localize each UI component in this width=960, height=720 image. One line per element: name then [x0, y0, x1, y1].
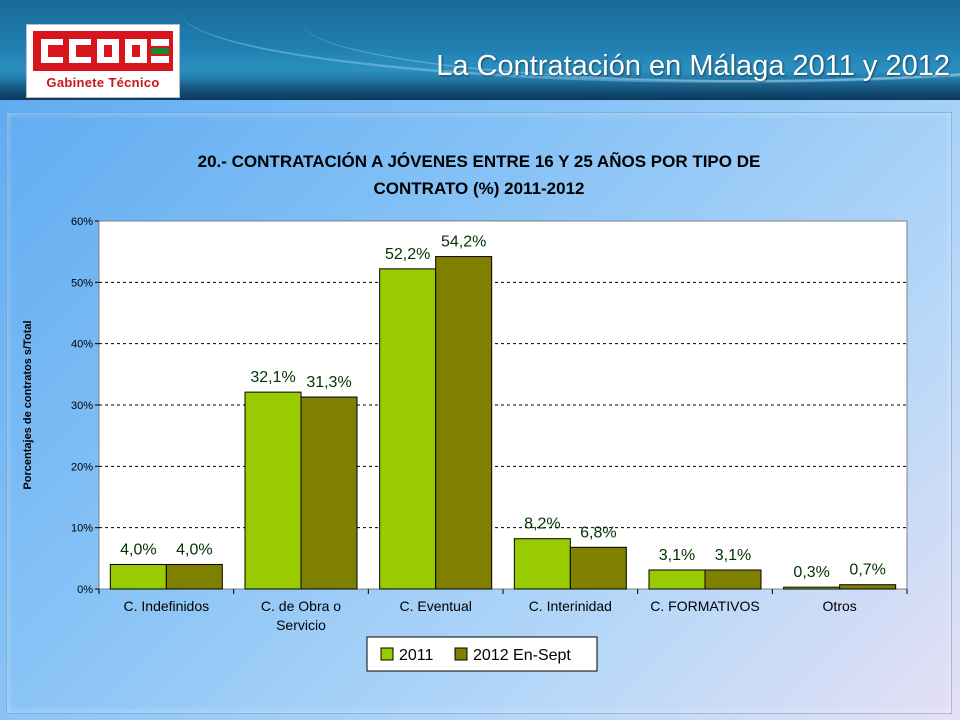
- x-tick-label: C. Interinidad: [529, 598, 612, 614]
- bar-2011: [109, 563, 167, 590]
- legend-swatch: [380, 647, 394, 661]
- x-tick-label: Otros: [823, 598, 857, 614]
- chart-title: CONTRATO (%) 2011-2012: [374, 179, 585, 198]
- bar-2012-en-sept: [839, 584, 897, 590]
- data-label: 0,7%: [849, 562, 885, 579]
- logo-mark: [33, 31, 173, 71]
- data-label: 32,1%: [250, 369, 295, 386]
- x-tick-label: C. Eventual: [399, 598, 471, 614]
- bar-2012-en-sept: [704, 569, 762, 590]
- data-label: 4,0%: [120, 541, 156, 558]
- bar-2011: [379, 268, 437, 590]
- y-tick-label: 30%: [71, 400, 93, 412]
- logo-subtitle: Gabinete Técnico: [46, 75, 160, 90]
- data-label: 4,0%: [176, 541, 212, 558]
- ccoo-logo-icon: [41, 39, 169, 63]
- y-axis-label: Porcentajes de contratos s/Total: [22, 320, 34, 489]
- data-label: 6,8%: [580, 524, 616, 541]
- bar-2012-en-sept: [435, 256, 493, 590]
- chart-frame: 20.- CONTRATACIÓN A JÓVENES ENTRE 16 Y 2…: [6, 112, 952, 714]
- data-label: 54,2%: [441, 234, 486, 251]
- bar-2011: [648, 569, 706, 590]
- bar-2011: [783, 586, 841, 590]
- data-label: 0,3%: [793, 564, 829, 581]
- bar-2012-en-sept: [300, 396, 358, 590]
- data-label: 3,1%: [659, 547, 695, 564]
- legend-box: [366, 636, 598, 672]
- y-tick-label: 10%: [71, 523, 93, 535]
- y-tick-label: 0%: [77, 584, 93, 596]
- bar-2011: [513, 538, 571, 590]
- bar-chart: 20.- CONTRATACIÓN A JÓVENES ENTRE 16 Y 2…: [22, 151, 908, 672]
- x-tick-label: Servicio: [276, 617, 326, 633]
- y-tick-label: 50%: [71, 277, 93, 289]
- data-label: 8,2%: [524, 516, 560, 533]
- x-tick-label: C. FORMATIVOS: [650, 598, 759, 614]
- data-label: 3,1%: [715, 547, 751, 564]
- chart-title: 20.- CONTRATACIÓN A JÓVENES ENTRE 16 Y 2…: [198, 151, 761, 171]
- legend-swatch: [454, 647, 468, 661]
- ccoo-logo: Gabinete Técnico: [26, 24, 180, 98]
- page-title: La Contratación en Málaga 2011 y 2012: [436, 50, 950, 82]
- y-tick-label: 20%: [71, 461, 93, 473]
- y-tick-label: 40%: [71, 339, 93, 351]
- x-tick-label: C. de Obra o: [261, 598, 341, 614]
- bar-2012-en-sept: [569, 546, 627, 590]
- legend-label: 2011: [399, 647, 434, 664]
- bar-2011: [244, 391, 302, 590]
- data-label: 52,2%: [385, 246, 430, 263]
- x-tick-label: C. Indefinidos: [124, 598, 210, 614]
- data-label: 31,3%: [306, 374, 351, 391]
- banner-shade: [0, 78, 960, 100]
- legend-label: 2012 En-Sept: [473, 647, 571, 664]
- bar-2012-en-sept: [165, 563, 223, 590]
- y-tick-label: 60%: [71, 216, 93, 228]
